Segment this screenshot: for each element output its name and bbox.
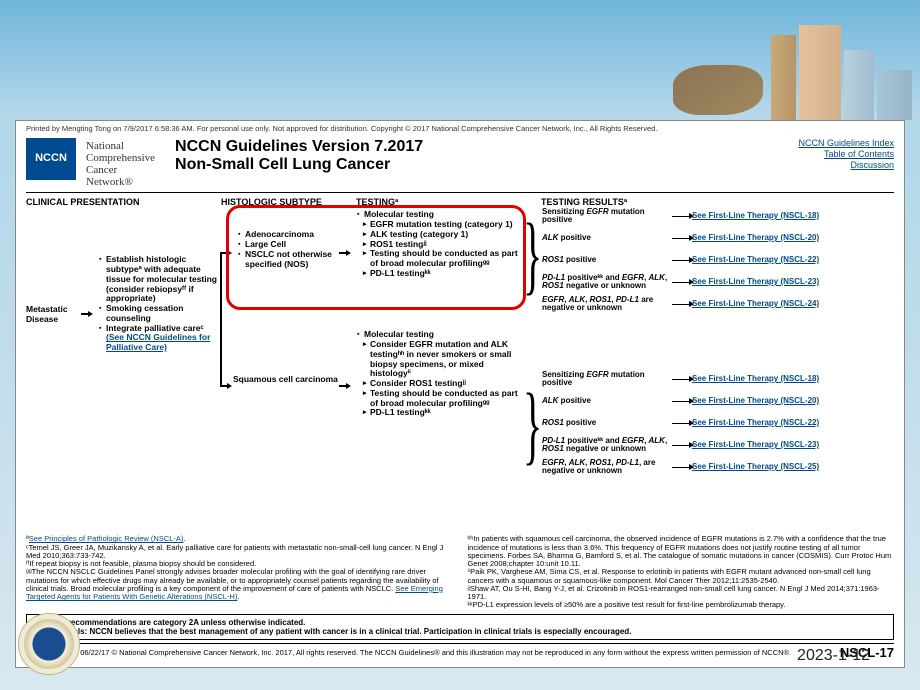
results-group-1: Sensitizing EGFR mutation positive See Fi… — [542, 205, 897, 315]
version-text: Version 7.2017, 06/22/17 © National Comp… — [26, 649, 840, 658]
result-row: ROS1 positive See First-Line Therapy (NSC… — [542, 412, 897, 434]
arrow-icon — [339, 385, 347, 387]
header-buildings — [640, 0, 920, 120]
result-label: ALK positive — [542, 234, 670, 242]
link-discussion[interactable]: Discussion — [798, 160, 894, 171]
document-header: NCCN National Comprehensive Cancer Netwo… — [26, 138, 894, 193]
footnotes: ªSee Principles of Pathologic Review (NS… — [26, 535, 894, 609]
result-label: PD-L1 positiveᵏᵏ and EGFR, ALK, ROS1 neg… — [542, 274, 670, 291]
result-label: ROS1 positive — [542, 256, 670, 264]
therapy-link[interactable]: See First-Line Therapy (NSCL-18) — [692, 375, 819, 383]
result-label: EGFR, ALK, ROS1, PD-L1, are negative or … — [542, 459, 670, 476]
footnote: ᶜTemel JS, Greer JA, Muzikansky A, et al… — [26, 544, 453, 561]
therapy-link[interactable]: See First-Line Therapy (NSCL-20) — [692, 397, 819, 405]
nccn-logo: NCCN — [26, 138, 76, 180]
result-label: Sensitizing EGFR mutation positive — [542, 371, 670, 388]
arrow-icon — [672, 445, 690, 447]
footnote: ʲʲShaw AT, Ou S-HI, Bang Y-J, et al. Cri… — [468, 585, 895, 602]
slide-header-bg — [0, 0, 920, 120]
result-row: ALK positive See First-Line Therapy (NSCL… — [542, 390, 897, 412]
result-row: ROS1 positive See First-Line Therapy (NSC… — [542, 249, 897, 271]
top-nav-links[interactable]: NCCN Guidelines Index Table of Contents … — [798, 138, 894, 172]
arrow-icon — [672, 282, 690, 284]
footnote: ⁱⁱPaik PK, Varghese AM, Sima CS, et al. … — [468, 568, 895, 585]
result-label: EGFR, ALK, ROS1, PD-L1 are negative or u… — [542, 296, 670, 313]
therapy-link[interactable]: See First-Line Therapy (NSCL-20) — [692, 234, 819, 242]
arrow-icon — [672, 216, 690, 218]
arrow-icon — [672, 423, 690, 425]
therapy-link[interactable]: See First-Line Therapy (NSCL-25) — [692, 463, 819, 471]
arrow-icon — [672, 379, 690, 381]
results-group-2: Sensitizing EGFR mutation positive See Fi… — [542, 368, 897, 478]
footnote: ᵏᵏPD-L1 expression levels of ≥50% are a … — [468, 601, 895, 609]
footnote-link[interactable]: See Emerging Targeted Agents for Patient… — [26, 584, 443, 601]
arrow-icon — [672, 238, 690, 240]
therapy-link[interactable]: See First-Line Therapy (NSCL-24) — [692, 300, 819, 308]
histologic-box-2: Squamous cell carcinoma — [233, 375, 338, 385]
metastatic-disease-label: Metastatic Disease — [26, 305, 81, 325]
arrow-icon — [672, 260, 690, 262]
flowchart: Metastatic Disease Establish histologic … — [26, 210, 894, 532]
therapy-link[interactable]: See First-Line Therapy (NSCL-23) — [692, 441, 819, 449]
result-row: EGFR, ALK, ROS1, PD-L1 are negative or u… — [542, 293, 897, 315]
result-label: ROS1 positive — [542, 419, 670, 427]
footer-row: Version 7.2017, 06/22/17 © National Comp… — [26, 643, 894, 661]
link-guidelines-index[interactable]: NCCN Guidelines Index — [798, 138, 894, 149]
therapy-link[interactable]: See First-Line Therapy (NSCL-23) — [692, 278, 819, 286]
brace-icon: } — [523, 233, 542, 277]
result-row: EGFR, ALK, ROS1, PD-L1, are negative or … — [542, 456, 897, 478]
org-name: National Comprehensive Cancer Network® — [86, 140, 155, 188]
result-row: ALK positive See First-Line Therapy (NSCL… — [542, 227, 897, 249]
footnotes-left: ªSee Principles of Pathologic Review (NS… — [26, 535, 453, 609]
footnote: ᵍᵍThe NCCN NSCLC Guidelines Panel strong… — [26, 568, 453, 601]
result-row: Sensitizing EGFR mutation positive See Fi… — [542, 205, 897, 227]
testing-box-2: Molecular testing Consider EGFR mutation… — [352, 330, 520, 418]
hospital-seal-icon — [18, 613, 80, 675]
slide-date: 2023-1-12 — [797, 647, 870, 665]
therapy-link[interactable]: See First-Line Therapy (NSCL-18) — [692, 212, 819, 220]
doc-title: NCCN Guidelines Version 7.2017 Non-Small… — [175, 138, 788, 175]
result-row: PD-L1 positiveᵏᵏ and EGFR, ALK, ROS1 neg… — [542, 271, 897, 293]
highlighted-region — [226, 205, 526, 310]
copyright-header: Printed by Mengting Tong on 7/9/2017 6:5… — [26, 125, 894, 134]
footnote: ʰʰIn patients with squamous cell carcino… — [468, 535, 895, 568]
result-label: ALK positive — [542, 397, 670, 405]
link-toc[interactable]: Table of Contents — [798, 149, 894, 160]
therapy-link[interactable]: See First-Line Therapy (NSCL-22) — [692, 256, 819, 264]
clinical-box: Establish histologic subtypeª with adequ… — [94, 255, 219, 353]
arrow-icon — [81, 313, 89, 315]
guidelines-document: Printed by Mengting Tong on 7/9/2017 6:5… — [15, 120, 905, 668]
brace-icon: } — [523, 403, 542, 447]
palliative-care-link[interactable]: (See NCCN Guidelines for Palliative Care… — [106, 332, 210, 352]
recommendations-note: Note: All recommendations are category 2… — [26, 614, 894, 640]
result-row: PD-L1 positiveᵏᵏ and EGFR, ALK, ROS1 neg… — [542, 434, 897, 456]
result-label: PD-L1 positiveᵏᵏ and EGFR, ALK, ROS1 neg… — [542, 437, 670, 454]
footnote-link[interactable]: See Principles of Pathologic Review (NSC… — [29, 534, 184, 543]
arrow-icon — [672, 304, 690, 306]
arrow-icon — [672, 467, 690, 469]
result-row: Sensitizing EGFR mutation positive See Fi… — [542, 368, 897, 390]
arrow-icon — [672, 401, 690, 403]
result-label: Sensitizing EGFR mutation positive — [542, 208, 670, 225]
therapy-link[interactable]: See First-Line Therapy (NSCL-22) — [692, 419, 819, 427]
footnotes-right: ʰʰIn patients with squamous cell carcino… — [468, 535, 895, 609]
